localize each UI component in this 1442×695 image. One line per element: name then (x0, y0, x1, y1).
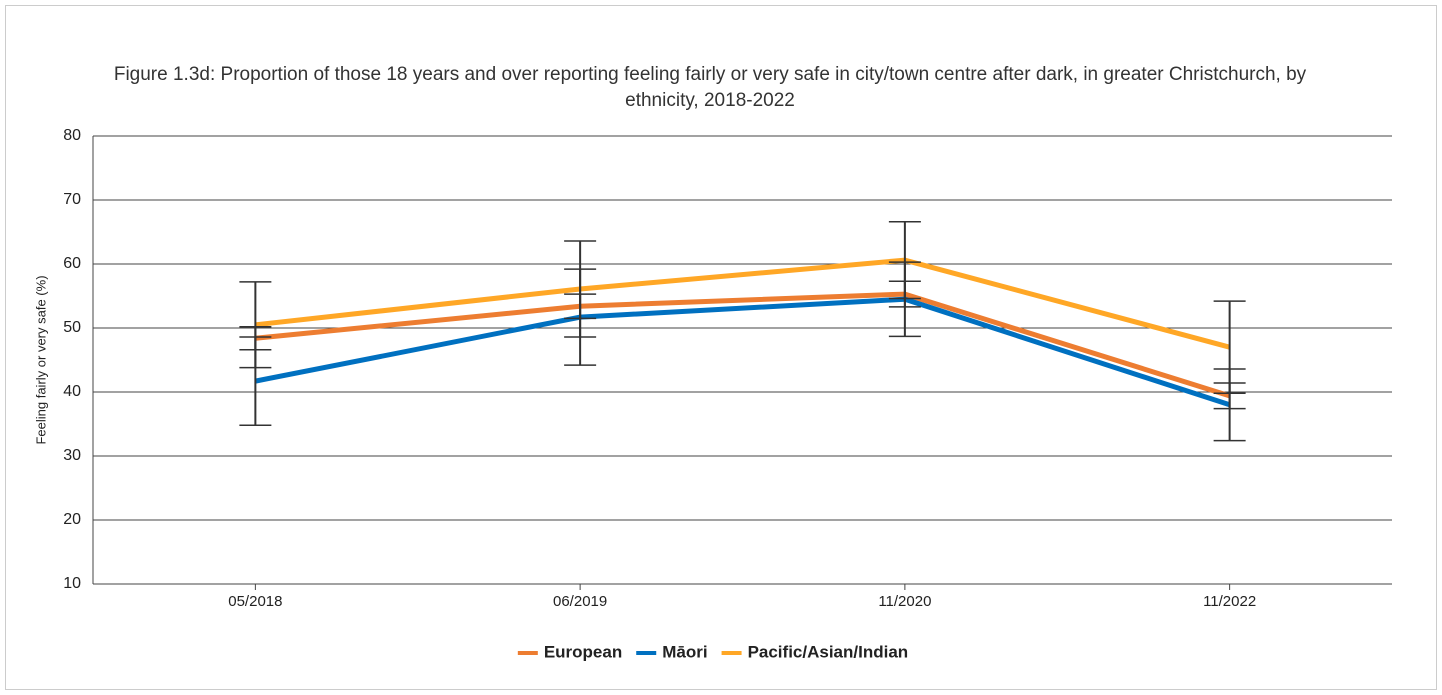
error-bar (888, 221, 921, 300)
series-line (254, 296, 1231, 408)
y-tick-label: 50 (63, 319, 81, 336)
legend-label: Māori (662, 642, 707, 661)
y-tick-label: 80 (63, 127, 81, 144)
series-line (255, 291, 1231, 399)
y-tick-label: 30 (63, 447, 81, 464)
x-tick-label: 11/2022 (1203, 593, 1256, 610)
y-tick-label: 70 (63, 191, 81, 208)
y-tick-label: 20 (63, 511, 81, 528)
error-bar (239, 281, 272, 369)
y-tick-label: 40 (63, 383, 81, 400)
legend: European Māori Pacific/Asian/Indian (517, 642, 909, 661)
legend-label: European (544, 642, 622, 661)
error-bar (564, 240, 597, 338)
frame (5, 5, 1437, 690)
y-axis-label: Feeling fairly or very safe (%) (33, 275, 48, 444)
chart-title: Figure 1.3d: Proportion of those 18 year… (113, 64, 1307, 111)
x-tick-label: 06/2019 (553, 593, 607, 610)
legend-label: Pacific/Asian/Indian (748, 642, 909, 661)
series-line (255, 257, 1231, 350)
x-tick-label: 11/2020 (878, 593, 931, 610)
y-tick-label: 10 (63, 575, 81, 592)
x-tick-label: 05/2018 (228, 593, 282, 610)
y-tick-label: 60 (63, 255, 81, 272)
error-bar (1213, 300, 1246, 395)
